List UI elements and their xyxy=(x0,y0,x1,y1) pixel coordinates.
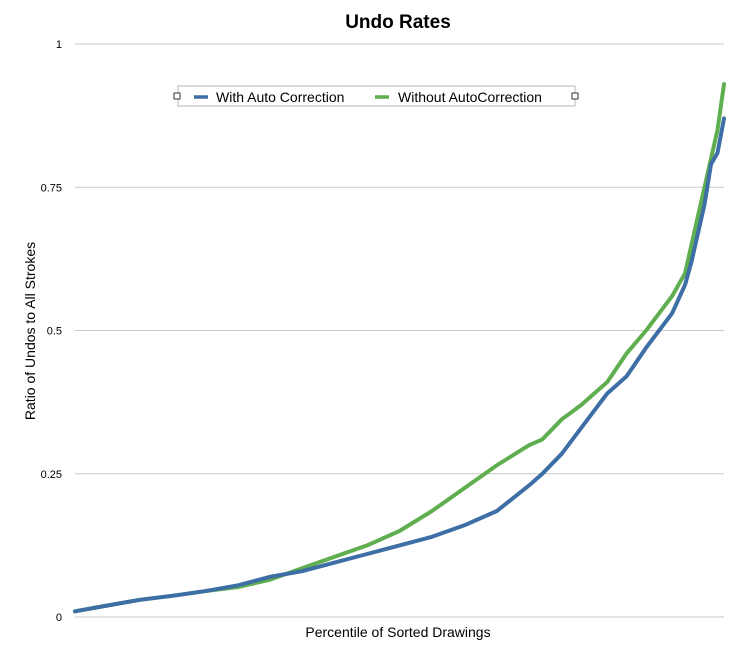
series-line-without-autocorrection xyxy=(73,82,726,614)
x-axis-label: Percentile of Sorted Drawings xyxy=(305,624,490,640)
grid xyxy=(75,43,724,475)
legend-resize-handle-right[interactable] xyxy=(571,92,579,100)
series-line-with-auto-correction xyxy=(73,116,726,614)
y-tick-label: 1 xyxy=(56,39,62,51)
legend-label-with-auto-correction: With Auto Correction xyxy=(216,89,344,105)
y-tick-label: 0.25 xyxy=(41,469,62,481)
chart-title: Undo Rates xyxy=(345,12,451,33)
y-tick-label: 0 xyxy=(56,612,62,624)
y-axis-label: Ratio of Undos to All Strokes xyxy=(22,242,38,420)
y-tick-label: 0.5 xyxy=(47,326,62,338)
series xyxy=(73,82,726,614)
y-tick-labels: 0 0.25 0.5 0.75 1 xyxy=(41,39,62,624)
y-tick-label: 0.75 xyxy=(41,182,62,194)
legend-label-without-autocorrection: Without AutoCorrection xyxy=(398,89,542,105)
legend-resize-handle-left[interactable] xyxy=(173,92,181,100)
legend: With Auto Correction Without AutoCorrect… xyxy=(173,85,579,107)
